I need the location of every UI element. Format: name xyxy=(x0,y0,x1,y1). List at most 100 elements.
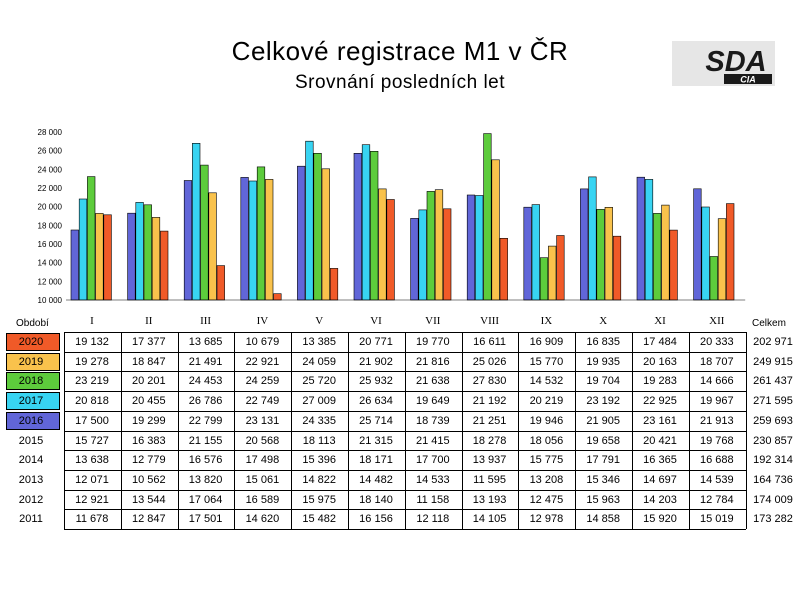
table-cell: 21 415 xyxy=(415,434,450,447)
month-header-II: II xyxy=(145,315,153,327)
table-cell: 16 909 xyxy=(529,336,564,348)
bar-2018-III xyxy=(200,164,209,301)
table-cell: 22 799 xyxy=(188,414,223,427)
table-cell: 15 482 xyxy=(302,513,337,526)
row-year-2011: 2011 xyxy=(19,513,43,526)
y-tick-label: 28 000 xyxy=(38,128,63,137)
table-col-line xyxy=(632,332,633,529)
bar-2018-XI xyxy=(653,213,662,301)
table-cell: 26 634 xyxy=(359,395,393,408)
table-cell: 16 611 xyxy=(473,336,506,348)
table-cell: 10 679 xyxy=(245,336,280,348)
table-cell: 21 192 xyxy=(472,395,507,408)
bar-2016-V xyxy=(297,165,306,301)
bar-2016-X xyxy=(580,188,589,301)
y-tick-label: 18 000 xyxy=(38,221,63,230)
table-cell: 15 061 xyxy=(245,473,280,486)
table-col-line xyxy=(745,332,747,529)
logo-sub-text: CIA xyxy=(740,75,756,85)
table-cell: 14 666 xyxy=(699,375,734,388)
table-cell: 16 365 xyxy=(643,454,677,467)
bar-2019-XII xyxy=(717,218,727,301)
bar-2017-IX xyxy=(531,204,540,301)
table-cell: 19 770 xyxy=(415,336,450,348)
table-cell: 17 791 xyxy=(586,454,621,467)
bar-2018-VI xyxy=(370,151,379,301)
table-cell: 23 192 xyxy=(586,395,621,408)
bar-2019-VII xyxy=(434,189,444,301)
y-tick-label: 14 000 xyxy=(38,259,63,268)
bar-2020-V xyxy=(329,268,339,301)
table-cell: 21 638 xyxy=(415,375,450,388)
table-col-line xyxy=(64,332,65,529)
table-cell: 12 847 xyxy=(131,513,166,526)
table-cell: 19 935 xyxy=(586,355,621,368)
table-cell: 21 491 xyxy=(188,355,223,368)
table-cell: 18 739 xyxy=(415,414,450,427)
table-cell: 17 064 xyxy=(188,493,223,506)
table-cell: 15 975 xyxy=(302,493,337,506)
table-cell: 21 816 xyxy=(415,355,450,368)
table-cell: 12 921 xyxy=(75,493,109,506)
table-cell: 15 727 xyxy=(75,434,109,447)
table-cell: 26 786 xyxy=(188,395,223,408)
table-cell: 20 568 xyxy=(245,434,280,447)
table-col-line xyxy=(177,332,179,529)
table-cell: 25 714 xyxy=(359,414,393,427)
bar-2020-VII xyxy=(443,208,452,301)
bar-2018-VIII xyxy=(483,133,492,301)
table-cell: 15 019 xyxy=(699,513,734,526)
table-cell: 14 822 xyxy=(302,473,337,486)
bar-2020-VIII xyxy=(499,238,508,301)
row-year-2016: 2016 xyxy=(18,414,44,427)
table-cell: 12 784 xyxy=(699,493,734,506)
table-cell: 22 921 xyxy=(245,355,280,368)
row-total-2016: 259 693 xyxy=(753,414,793,427)
table-col-line xyxy=(120,332,122,529)
table-cell: 17 377 xyxy=(131,336,166,348)
table-cell: 23 219 xyxy=(75,375,109,388)
table-cell: 16 835 xyxy=(586,336,621,348)
table-cell: 23 161 xyxy=(643,414,677,427)
month-header-I: I xyxy=(90,315,94,327)
month-header-IX: IX xyxy=(540,315,553,327)
table-cell: 20 455 xyxy=(131,395,166,408)
table-col-line xyxy=(404,332,406,529)
row-total-2015: 230 857 xyxy=(753,434,793,447)
row-total-2018: 261 437 xyxy=(753,375,793,388)
table-cell: 15 770 xyxy=(529,355,564,368)
bar-2020-IV xyxy=(273,293,282,301)
table-cell: 20 333 xyxy=(699,336,734,348)
y-tick-label: 12 000 xyxy=(38,277,63,286)
legend-swatch-2020 xyxy=(6,333,60,351)
bar-2020-I xyxy=(103,214,112,301)
month-header-III: III xyxy=(200,315,212,327)
bar-2020-X xyxy=(612,235,622,301)
month-header-XI: XI xyxy=(654,315,666,327)
table-col-line xyxy=(234,332,236,529)
table-cell: 24 453 xyxy=(188,375,223,388)
bar-2017-VII xyxy=(418,209,427,301)
bar-2018-I xyxy=(87,176,96,301)
table-cell: 19 967 xyxy=(699,395,734,408)
table-cell: 16 156 xyxy=(359,513,393,526)
bar-chart: 10 000 12 000 14 000 16 000 18 000 20 000 22 0… xyxy=(38,128,746,305)
table-cell: 21 315 xyxy=(359,434,393,447)
table-cell: 19 704 xyxy=(586,375,621,388)
table-cell: 12 118 xyxy=(416,513,450,526)
table-cell: 20 163 xyxy=(643,355,677,368)
bar-2019-I xyxy=(95,213,104,301)
table-cell: 18 847 xyxy=(131,355,166,368)
bar-2017-X xyxy=(588,176,597,301)
chart-subtitle: Srovnání posledních let xyxy=(294,72,506,93)
table-cell: 16 383 xyxy=(131,434,166,447)
month-header-IV: IV xyxy=(256,315,269,327)
bar-2017-I xyxy=(78,198,88,301)
table-cell: 11 595 xyxy=(473,473,506,486)
table-cell: 19 299 xyxy=(131,414,166,427)
table-cell: 19 283 xyxy=(643,375,677,388)
table-cell: 17 484 xyxy=(643,336,677,348)
table-cell: 14 105 xyxy=(472,513,507,526)
bar-2017-IV xyxy=(248,180,257,301)
row-year-2019: 2019 xyxy=(18,355,44,368)
